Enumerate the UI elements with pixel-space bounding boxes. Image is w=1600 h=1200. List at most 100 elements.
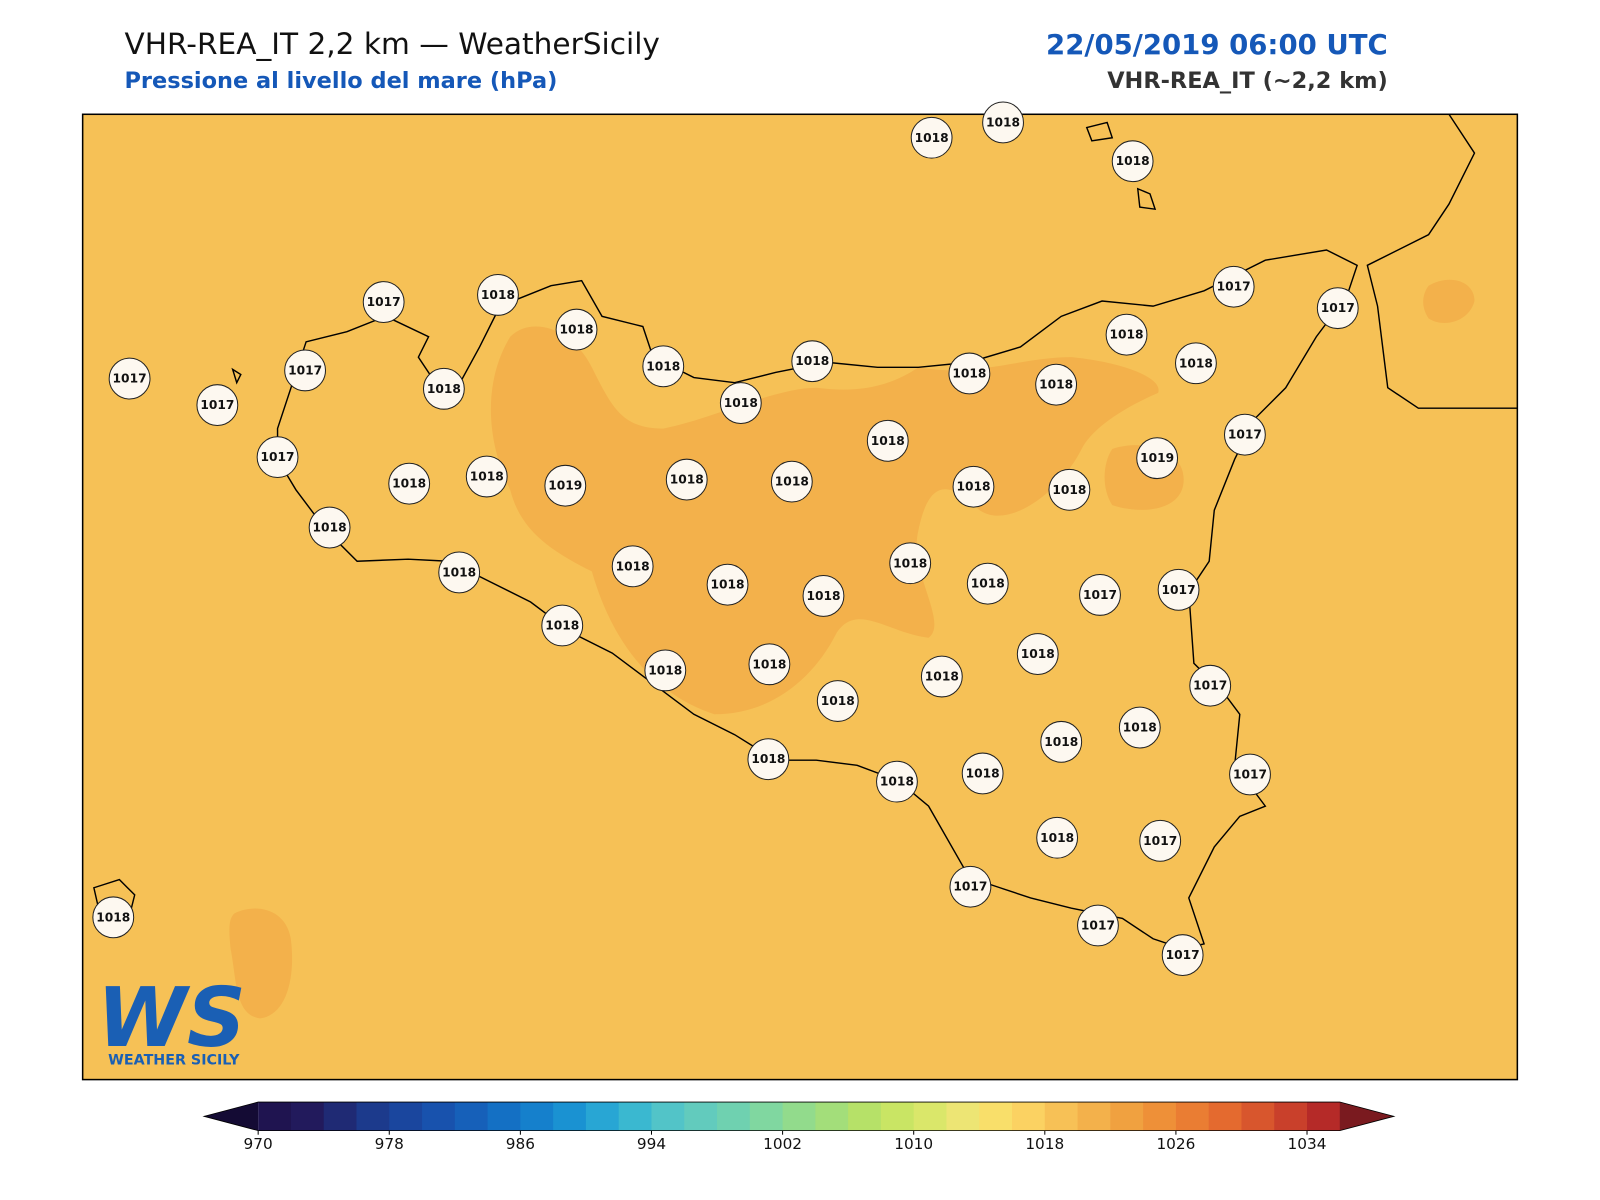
map-frame	[81, 113, 1519, 1081]
station-value: 1017	[1162, 583, 1196, 597]
station-value: 1018	[313, 521, 347, 535]
station-value: 1019	[1140, 451, 1174, 465]
station-value: 1018	[1116, 154, 1150, 168]
colorbar-bin	[782, 1102, 816, 1131]
station-marker	[308, 506, 351, 549]
station-value: 1018	[559, 323, 593, 337]
colorbar-bin	[913, 1102, 947, 1131]
colorbar-bin	[979, 1102, 1013, 1131]
station-value: 1018	[752, 657, 786, 671]
station-marker	[1111, 140, 1154, 183]
station-value: 1018	[821, 694, 855, 708]
station-value: 1018	[1040, 831, 1074, 845]
colorbar-bin	[618, 1102, 652, 1131]
station-value: 1017	[367, 295, 401, 309]
station-value: 1017	[1143, 834, 1177, 848]
colorbar-bin	[749, 1102, 784, 1131]
station-value: 1017	[1217, 280, 1251, 294]
station-marker	[477, 273, 519, 316]
station-value: 1018	[966, 766, 1000, 780]
station-value: 1017	[1081, 919, 1115, 933]
station-marker	[196, 384, 239, 427]
colorbar-bin	[1307, 1102, 1341, 1131]
colorbar-extend-low	[204, 1102, 259, 1131]
station-marker	[1316, 287, 1359, 330]
station-marker	[438, 551, 481, 594]
station-marker	[1223, 413, 1266, 456]
model: VHR-REA_IT (~2,2 km)	[1107, 68, 1388, 94]
title: VHR-REA_IT 2,2 km — WeatherSicily	[124, 27, 659, 61]
station-marker	[1035, 363, 1078, 406]
colorbar-bin	[454, 1102, 489, 1131]
station-value: 1018	[775, 475, 809, 489]
coastline-calabria	[1366, 114, 1518, 409]
station-marker	[1229, 753, 1271, 796]
station-value: 1018	[724, 396, 758, 410]
station-value: 1018	[795, 354, 829, 368]
colorbar-bin	[815, 1102, 849, 1131]
station-marker	[910, 116, 953, 159]
colorbar-tick-label: 994	[637, 1135, 666, 1153]
station-marker	[1079, 573, 1121, 616]
colorbar-bin	[1208, 1102, 1242, 1131]
colorbar-bin	[1175, 1102, 1210, 1131]
station-marker	[982, 101, 1024, 144]
datetime: 22/05/2019 06:00 UTC	[1046, 29, 1388, 61]
station-marker	[748, 643, 791, 686]
station-marker	[866, 419, 909, 462]
station-marker	[541, 604, 584, 647]
colorbar-extend-high	[1339, 1102, 1394, 1131]
high-areas	[229, 279, 1475, 1019]
station-marker	[1048, 468, 1091, 511]
map	[82, 114, 1518, 1080]
station-marker	[889, 542, 932, 585]
station-value: 1018	[711, 578, 745, 592]
station-value: 1018	[670, 473, 704, 487]
station-marker	[1139, 819, 1182, 862]
colorbar-bin	[290, 1102, 325, 1131]
station-marker	[1040, 720, 1083, 763]
station-value: 1017	[1321, 301, 1355, 315]
station-value: 1018	[1044, 735, 1078, 749]
station-value: 1018	[646, 359, 680, 373]
colorbar-bin	[356, 1102, 390, 1131]
station-value: 1018	[481, 288, 515, 302]
colorbar: 970 978 986 994 1002 1010 1018 1026 1034	[202, 1101, 1396, 1153]
coastline	[276, 249, 1359, 950]
colorbar-tick-label: 978	[375, 1135, 404, 1153]
station-marker	[876, 760, 918, 803]
station-value: 1018	[751, 752, 785, 766]
station-marker	[108, 357, 151, 400]
station-value: 1018	[893, 556, 927, 570]
station-value: 1018	[427, 382, 461, 396]
station-value: 1018	[956, 480, 990, 494]
station-marker	[1016, 633, 1059, 675]
station-marker	[1157, 568, 1200, 611]
station-value: 1017	[1193, 679, 1227, 693]
colorbar-tick-label: 1026	[1156, 1135, 1195, 1153]
colorbar-bin	[520, 1102, 554, 1131]
station-value: 1018	[806, 589, 840, 603]
colorbar-outline	[202, 1101, 1396, 1132]
station-marker	[1077, 904, 1119, 947]
colorbar-bin	[684, 1102, 718, 1131]
station-marker	[92, 896, 135, 939]
station-marker	[1036, 816, 1079, 859]
colorbar-bin	[1241, 1102, 1275, 1131]
station-value: 1018	[925, 670, 959, 684]
colorbar-bin	[651, 1102, 685, 1131]
colorbar-bin	[1110, 1102, 1144, 1131]
station-marker	[1161, 934, 1204, 977]
station-marker	[816, 680, 859, 722]
station-marker	[770, 460, 813, 503]
station-marker	[1175, 342, 1217, 385]
logo-caption: WEATHER SICILY	[108, 1052, 240, 1068]
colorbar-bin	[422, 1102, 456, 1131]
station-value: 1018	[986, 115, 1020, 129]
station-marker	[544, 464, 587, 507]
colorbar-bin	[553, 1102, 587, 1131]
station-value: 1018	[648, 663, 682, 677]
station-marker	[966, 562, 1009, 605]
station-value: 1018	[392, 477, 426, 491]
colorbar-bin	[946, 1102, 980, 1131]
